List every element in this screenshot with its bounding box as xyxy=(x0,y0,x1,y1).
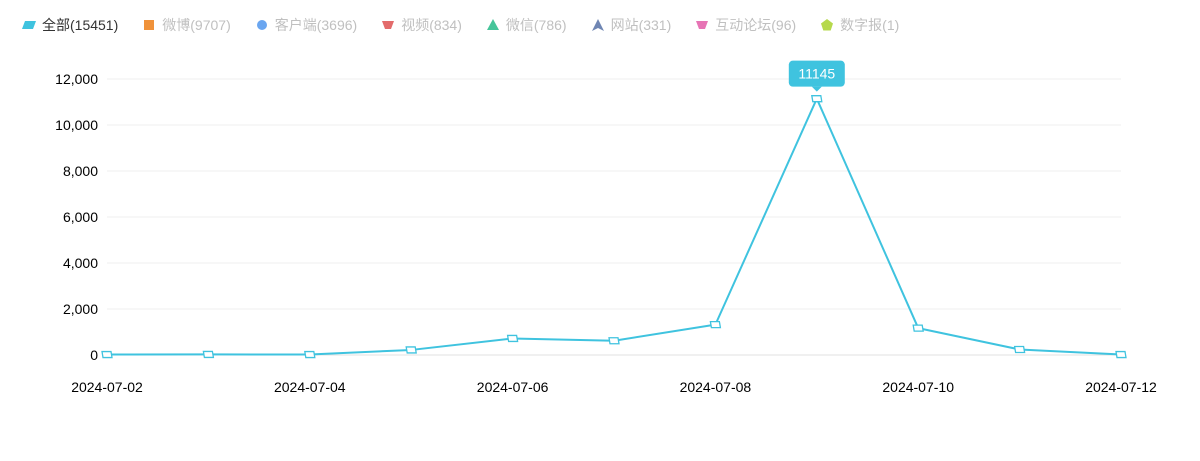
legend-label: 视频(834) xyxy=(401,17,462,33)
legend-label: 微博(9707) xyxy=(162,17,231,33)
data-point[interactable] xyxy=(811,95,823,103)
y-tick-label: 2,000 xyxy=(63,301,98,317)
data-point[interactable] xyxy=(506,334,519,343)
data-point[interactable] xyxy=(1013,345,1026,354)
legend-item[interactable]: 视频(834) xyxy=(381,15,462,35)
legend-item[interactable]: 微信(786) xyxy=(486,15,567,35)
legend-label: 网站(331) xyxy=(610,17,672,33)
tooltip-label: 11145 xyxy=(798,66,835,82)
y-tick-label: 12,000 xyxy=(55,71,98,87)
legend-item[interactable]: 客户端(3696) xyxy=(255,15,357,35)
data-point[interactable] xyxy=(202,350,215,359)
x-tick-label: 2024-07-04 xyxy=(274,379,346,395)
data-point[interactable] xyxy=(608,337,620,345)
data-point[interactable] xyxy=(304,350,316,359)
legend-label: 客户端(3696) xyxy=(274,17,358,33)
pentagon-icon xyxy=(821,19,834,31)
value-tooltip: 11145 xyxy=(788,60,845,92)
legend-item[interactable]: 全部(15451) xyxy=(22,15,118,35)
legend-item[interactable]: 微博(9707) xyxy=(142,15,231,35)
square-icon xyxy=(144,20,155,30)
data-point[interactable] xyxy=(1115,350,1127,359)
y-tick-label: 6,000 xyxy=(63,209,98,225)
legend-item[interactable]: 数字报(1) xyxy=(820,15,899,35)
circle-icon xyxy=(256,20,267,30)
trapezoid-icon xyxy=(382,21,395,29)
y-tick-label: 4,000 xyxy=(63,255,98,271)
x-tick-label: 2024-07-12 xyxy=(1085,379,1157,395)
legend-label: 互动论坛(96) xyxy=(715,17,797,33)
parallelogram-icon xyxy=(22,21,36,29)
legend-label: 全部(15451) xyxy=(42,17,119,33)
x-tick-label: 2024-07-06 xyxy=(477,379,549,395)
trapezoid-icon xyxy=(696,21,709,29)
legend: 全部(15451) 微博(9707) 客户端(3696) 视频(834) 微信(786)… xyxy=(22,14,923,36)
arrow-icon xyxy=(591,19,604,31)
data-point[interactable] xyxy=(912,324,924,332)
legend-item[interactable]: 互动论坛(96) xyxy=(695,15,796,35)
data-point[interactable] xyxy=(405,346,417,354)
x-tick-label: 2024-07-08 xyxy=(680,379,752,395)
triangle-icon xyxy=(486,19,499,30)
y-tick-label: 10,000 xyxy=(55,117,98,133)
data-point[interactable] xyxy=(709,320,722,329)
data-point[interactable] xyxy=(101,350,113,359)
x-tick-label: 2024-07-02 xyxy=(71,379,143,395)
y-tick-label: 8,000 xyxy=(63,163,98,179)
legend-item[interactable]: 网站(331) xyxy=(591,15,672,35)
legend-label: 微信(786) xyxy=(505,17,567,33)
y-tick-label: 0 xyxy=(90,347,98,363)
x-tick-label: 2024-07-10 xyxy=(882,379,954,395)
legend-label: 数字报(1) xyxy=(840,17,900,33)
series-line xyxy=(106,97,1122,356)
